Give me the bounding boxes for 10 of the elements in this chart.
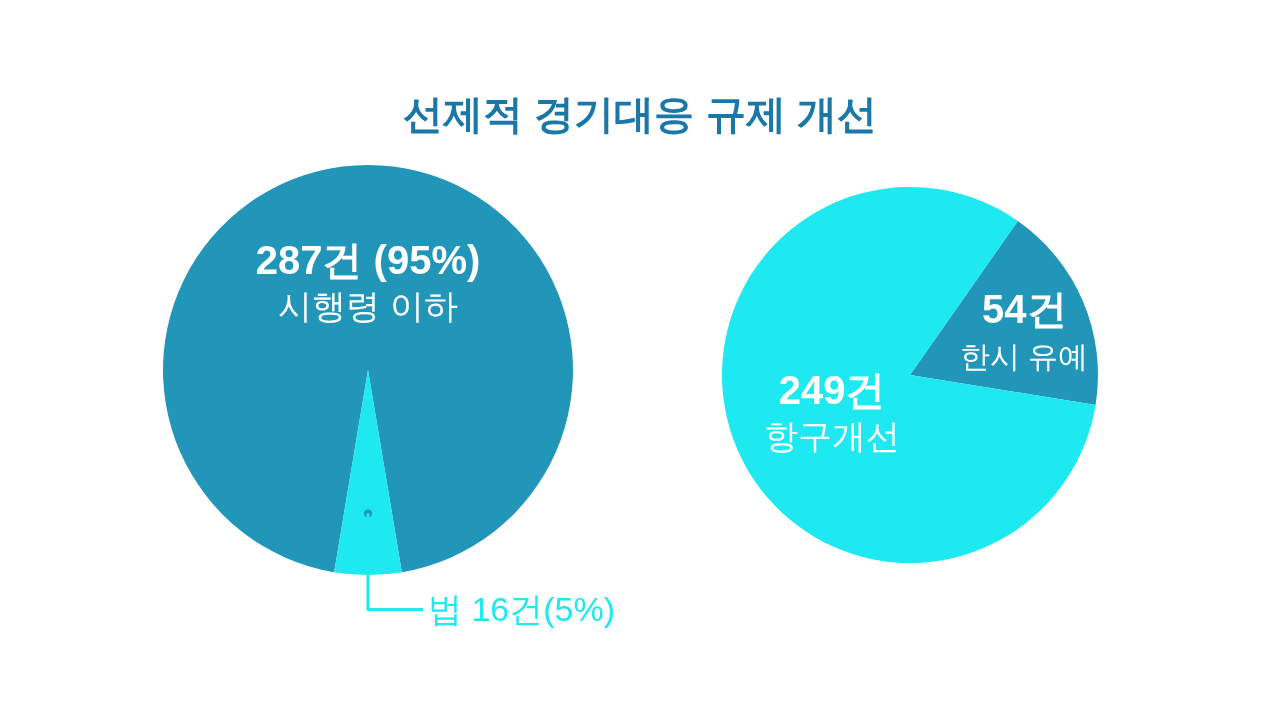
data-label: 54건 (982, 286, 1067, 331)
slice-label: 시행령 이하 (278, 286, 458, 325)
slice-label: 법 16건(5%) (428, 590, 616, 629)
slice-label: 한시 유예 (960, 339, 1089, 373)
slice-label: 항구개선 (764, 416, 901, 455)
pie-slice (163, 165, 573, 573)
chart-title: 선제적 경기대응 규제 개선 (403, 92, 877, 136)
data-label: 249건 (778, 367, 886, 412)
data-label: 287건 (95%) (255, 237, 481, 282)
pie-slice (722, 187, 1096, 563)
